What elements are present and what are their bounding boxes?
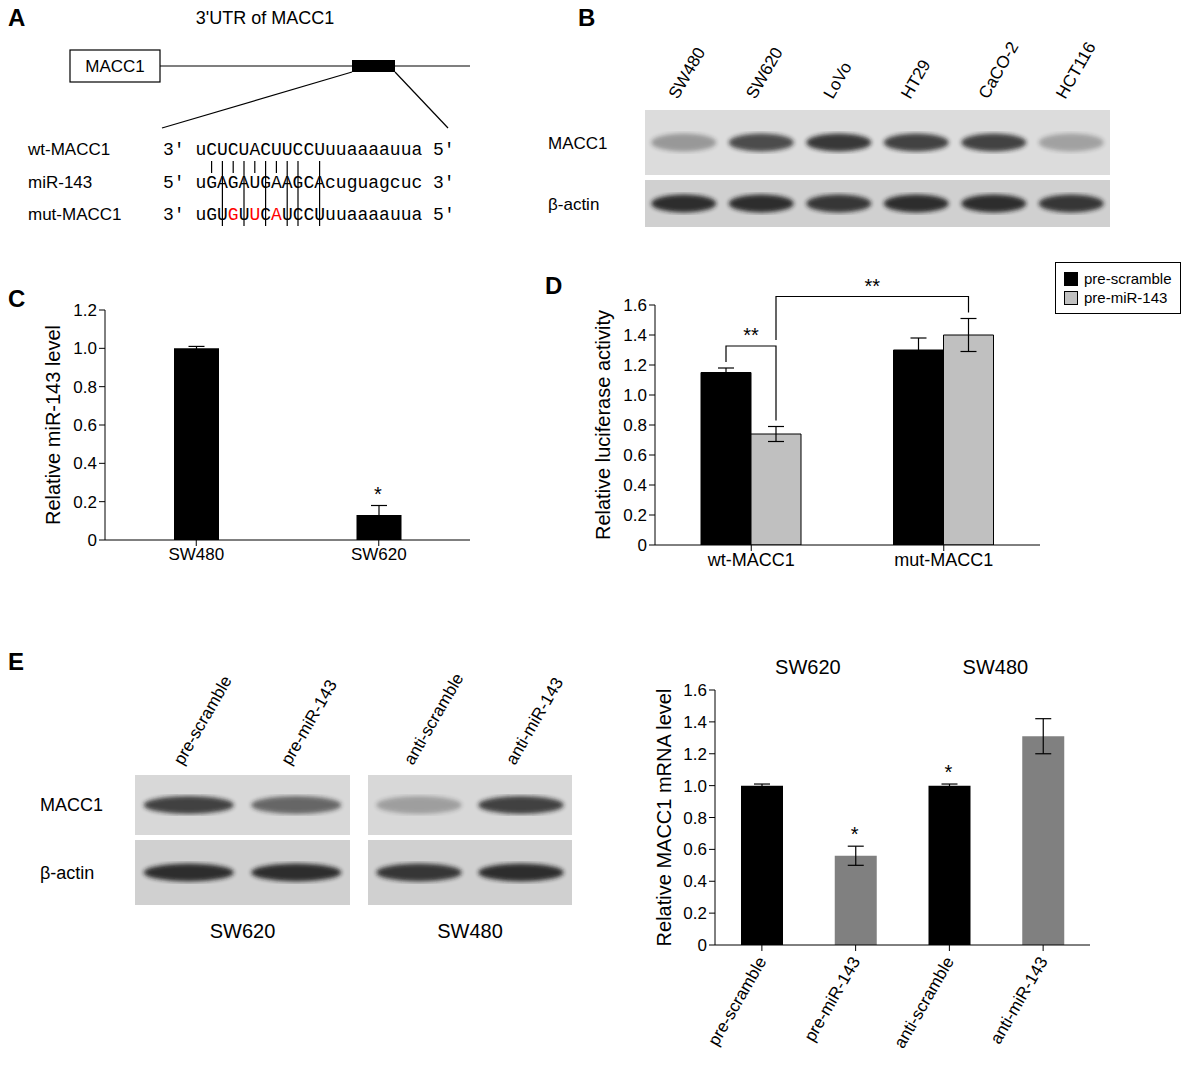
svg-text:0.6: 0.6 xyxy=(623,446,647,465)
svg-text:MACC1: MACC1 xyxy=(548,134,608,153)
svg-text:wt-MACC1: wt-MACC1 xyxy=(27,140,110,159)
svg-text:SW620: SW620 xyxy=(742,44,786,102)
svg-text:anti-miR-143: anti-miR-143 xyxy=(986,954,1051,1048)
svg-text:SW620: SW620 xyxy=(775,656,841,678)
svg-text:1.2: 1.2 xyxy=(683,745,707,764)
svg-text:pre-miR-143: pre-miR-143 xyxy=(277,677,341,768)
svg-text:HCT116: HCT116 xyxy=(1052,39,1099,102)
svg-text:SW480: SW480 xyxy=(963,656,1029,678)
svg-text:β-actin: β-actin xyxy=(40,863,94,883)
svg-text:0.4: 0.4 xyxy=(623,476,647,495)
svg-text:0: 0 xyxy=(698,936,707,955)
svg-text:*: * xyxy=(851,823,859,845)
svg-text:MACC1: MACC1 xyxy=(40,795,103,815)
svg-text:Relative miR-143 level: Relative miR-143 level xyxy=(42,325,64,525)
svg-text:1.0: 1.0 xyxy=(73,339,97,358)
svg-text:B: B xyxy=(578,4,595,31)
svg-text:**: ** xyxy=(743,324,759,346)
svg-text:β-actin: β-actin xyxy=(548,195,599,214)
html-text:D: D xyxy=(545,272,563,299)
svg-text:miR-143: miR-143 xyxy=(28,173,92,192)
html-text:E: E xyxy=(8,648,24,675)
svg-text:0.6: 0.6 xyxy=(683,840,707,859)
svg-text:1.6: 1.6 xyxy=(683,681,707,700)
svg-text:SW480: SW480 xyxy=(437,920,503,942)
svg-text:Relative MACC1 mRNA level: Relative MACC1 mRNA level xyxy=(653,689,675,947)
svg-text:LoVo: LoVo xyxy=(820,59,856,102)
svg-text:anti-miR-143: anti-miR-143 xyxy=(502,674,567,768)
svg-text:HT29: HT29 xyxy=(897,56,934,102)
svg-text:SW480: SW480 xyxy=(665,44,709,102)
svg-text:anti-scramble: anti-scramble xyxy=(890,954,957,1052)
html-text:pre-scramble: pre-scramble xyxy=(1084,270,1172,287)
svg-text:SW480: SW480 xyxy=(168,545,224,564)
svg-text:5' uGAGAUGAAGCAcuguagcuc 3': 5' uGAGAUGAAGCAcuguagcuc 3' xyxy=(163,173,455,193)
svg-text:*: * xyxy=(374,483,382,505)
svg-text:0.2: 0.2 xyxy=(683,904,707,923)
svg-text:1.6: 1.6 xyxy=(623,296,647,315)
svg-text:pre-scramble: pre-scramble xyxy=(170,673,236,768)
svg-text:A: A xyxy=(8,4,25,31)
svg-text:pre-miR-143: pre-miR-143 xyxy=(800,954,864,1045)
svg-text:1.0: 1.0 xyxy=(623,386,647,405)
svg-text:MACC1: MACC1 xyxy=(85,57,145,76)
svg-text:**: ** xyxy=(864,275,880,297)
svg-text:1.0: 1.0 xyxy=(683,777,707,796)
svg-text:0.8: 0.8 xyxy=(623,416,647,435)
svg-text:0.2: 0.2 xyxy=(623,506,647,525)
svg-text:*: * xyxy=(945,761,953,783)
html-text:C: C xyxy=(8,285,26,312)
svg-text:0.4: 0.4 xyxy=(683,872,707,891)
svg-text:0.6: 0.6 xyxy=(73,416,97,435)
svg-text:anti-scramble: anti-scramble xyxy=(400,670,467,768)
svg-text:wt-MACC1: wt-MACC1 xyxy=(707,550,795,570)
svg-text:1.4: 1.4 xyxy=(623,326,647,345)
svg-text:CaCO-2: CaCO-2 xyxy=(975,38,1023,102)
svg-text:SW620: SW620 xyxy=(210,920,276,942)
svg-text:3'UTR of MACC1: 3'UTR of MACC1 xyxy=(196,8,334,28)
svg-text:mut-MACC1: mut-MACC1 xyxy=(28,205,122,224)
svg-text:0.2: 0.2 xyxy=(73,493,97,512)
svg-text:Relative luciferase activity: Relative luciferase activity xyxy=(592,310,614,540)
html-text:pre-miR-143: pre-miR-143 xyxy=(1084,289,1168,306)
svg-text:1.2: 1.2 xyxy=(73,301,97,320)
svg-text:1.4: 1.4 xyxy=(683,713,707,732)
svg-text:SW620: SW620 xyxy=(351,545,407,564)
svg-text:mut-MACC1: mut-MACC1 xyxy=(894,550,993,570)
svg-text:3' uGUGUUCAUCCUuuaaaauua 5': 3' uGUGUUCAUCCUuuaaaauua 5' xyxy=(163,205,455,225)
svg-text:0: 0 xyxy=(638,536,647,555)
svg-text:1.2: 1.2 xyxy=(623,356,647,375)
svg-text:0.8: 0.8 xyxy=(73,378,97,397)
svg-text:0.8: 0.8 xyxy=(683,809,707,828)
svg-text:pre-scramble: pre-scramble xyxy=(704,954,770,1049)
svg-text:0.4: 0.4 xyxy=(73,454,97,473)
svg-text:3' uCUCUACUUCCUuuaaaauua 5': 3' uCUCUACUUCCUuuaaaauua 5' xyxy=(163,140,455,160)
svg-text:0: 0 xyxy=(88,531,97,550)
